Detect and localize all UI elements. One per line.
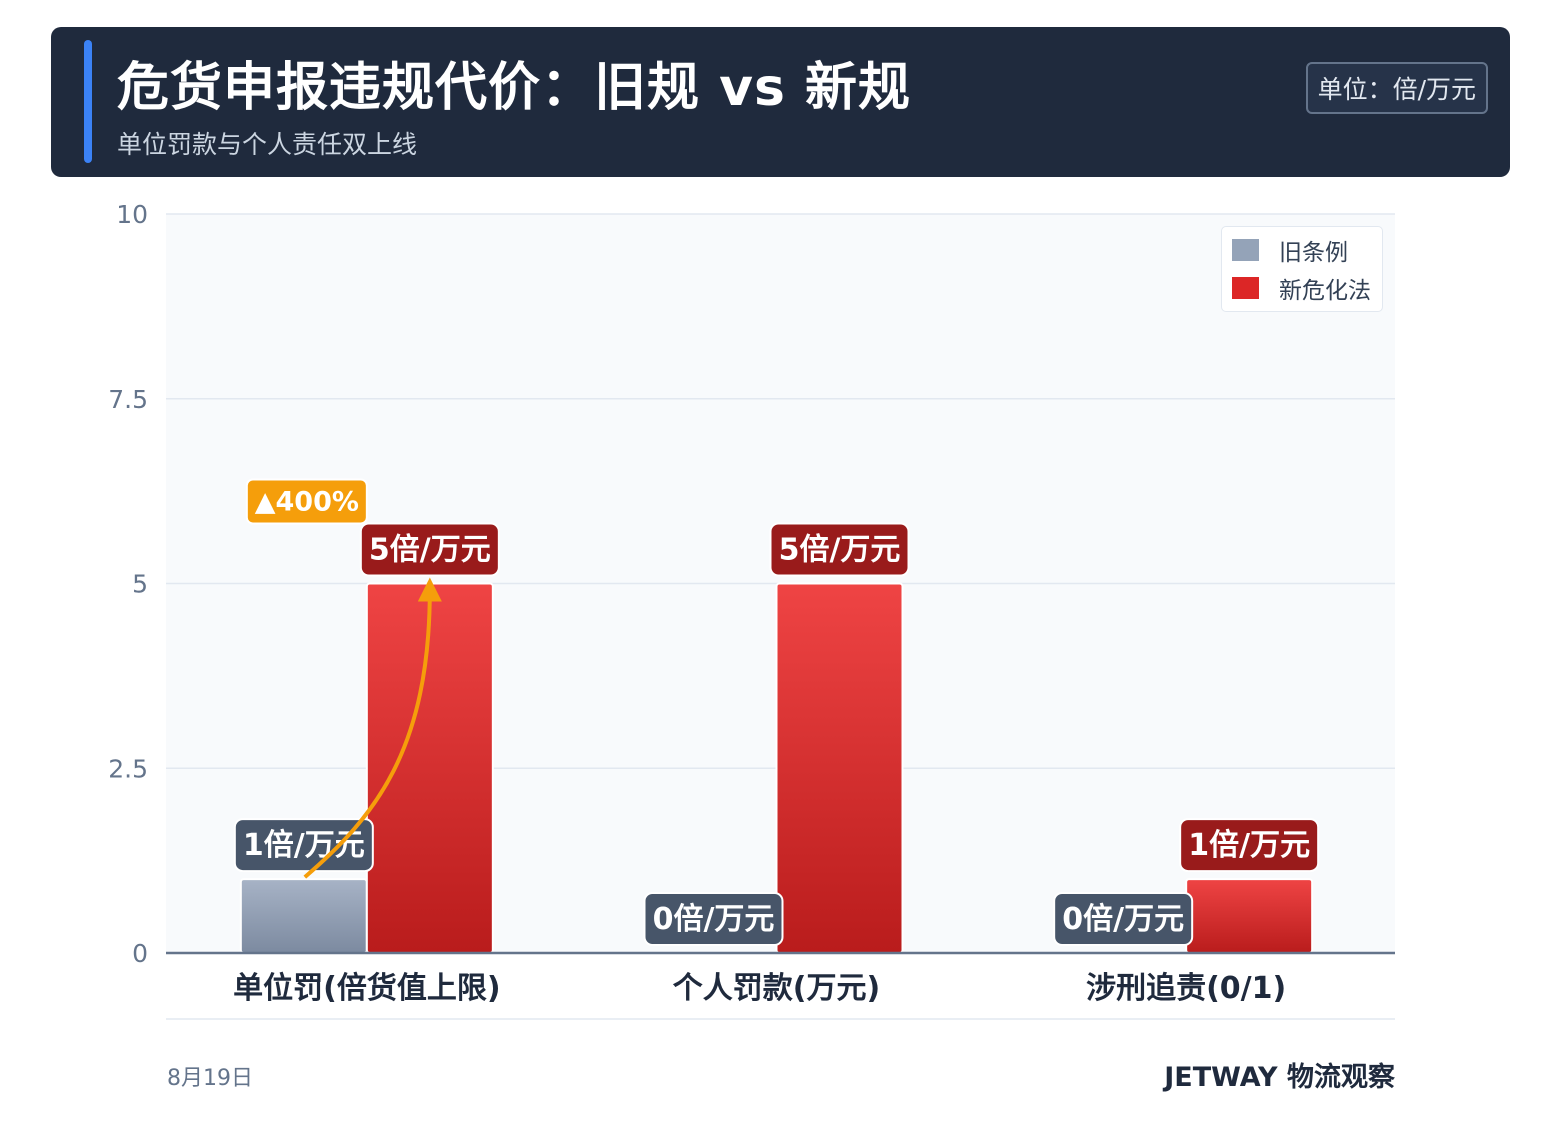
y-tick-label: 0 (132, 939, 148, 968)
annotation-label: ▲400% (255, 487, 359, 518)
y-tick-label: 2.5 (108, 754, 148, 783)
bar-new (1185, 878, 1314, 954)
legend-label-new: 新危化法 (1279, 278, 1371, 304)
x-tick-label: 涉刑追责(0/1) (1086, 971, 1286, 1006)
data-label-bg (233, 818, 374, 873)
y-tick-label: 7.5 (108, 385, 148, 414)
unit-badge: 单位：倍/万元 (1305, 62, 1488, 114)
data-label-bg (769, 522, 910, 577)
y-tick-label: 5 (132, 570, 148, 599)
legend-item-new: 新危化法 (1232, 273, 1371, 304)
x-tick-label: 单位罚(倍货值上限) (233, 971, 500, 1006)
legend-swatch-old (1232, 239, 1259, 261)
footer-date: 8月19日 (167, 1066, 253, 1091)
legend-item-old: 旧条例 (1232, 235, 1348, 266)
legend-label-old: 旧条例 (1279, 240, 1348, 266)
data-label-bg (1053, 892, 1194, 946)
header-accent-bar (84, 40, 92, 163)
data-label: 0倍/万元 (653, 902, 775, 937)
increase-arrow (303, 577, 442, 879)
footer-brand: JETWAY 物流观察 (1164, 1062, 1395, 1093)
data-label-bg (643, 892, 784, 946)
bar-new (775, 582, 904, 954)
page-subtitle: 单位罚款与个人责任双上线 (117, 130, 418, 159)
bar-old (239, 878, 368, 954)
chart-legend: 旧条例 新危化法 (1221, 226, 1383, 312)
header-banner: 危货申报违规代价：旧规 vs 新规 单位罚款与个人责任双上线 单位：倍/万元 (51, 27, 1510, 177)
data-label: 1倍/万元 (1188, 828, 1310, 863)
annotation-badge (245, 478, 368, 525)
y-tick-label: 10 (116, 200, 148, 229)
data-label: 0倍/万元 (1062, 902, 1184, 937)
data-label-bg (359, 522, 500, 577)
x-tick-label: 个人罚款(万元) (673, 971, 880, 1006)
legend-swatch-new (1232, 277, 1259, 299)
data-label: 5倍/万元 (779, 533, 901, 568)
data-label: 1倍/万元 (243, 828, 365, 863)
data-label: 5倍/万元 (369, 533, 491, 568)
data-label-bg (1179, 818, 1320, 873)
page-title: 危货申报违规代价：旧规 vs 新规 (117, 58, 912, 118)
